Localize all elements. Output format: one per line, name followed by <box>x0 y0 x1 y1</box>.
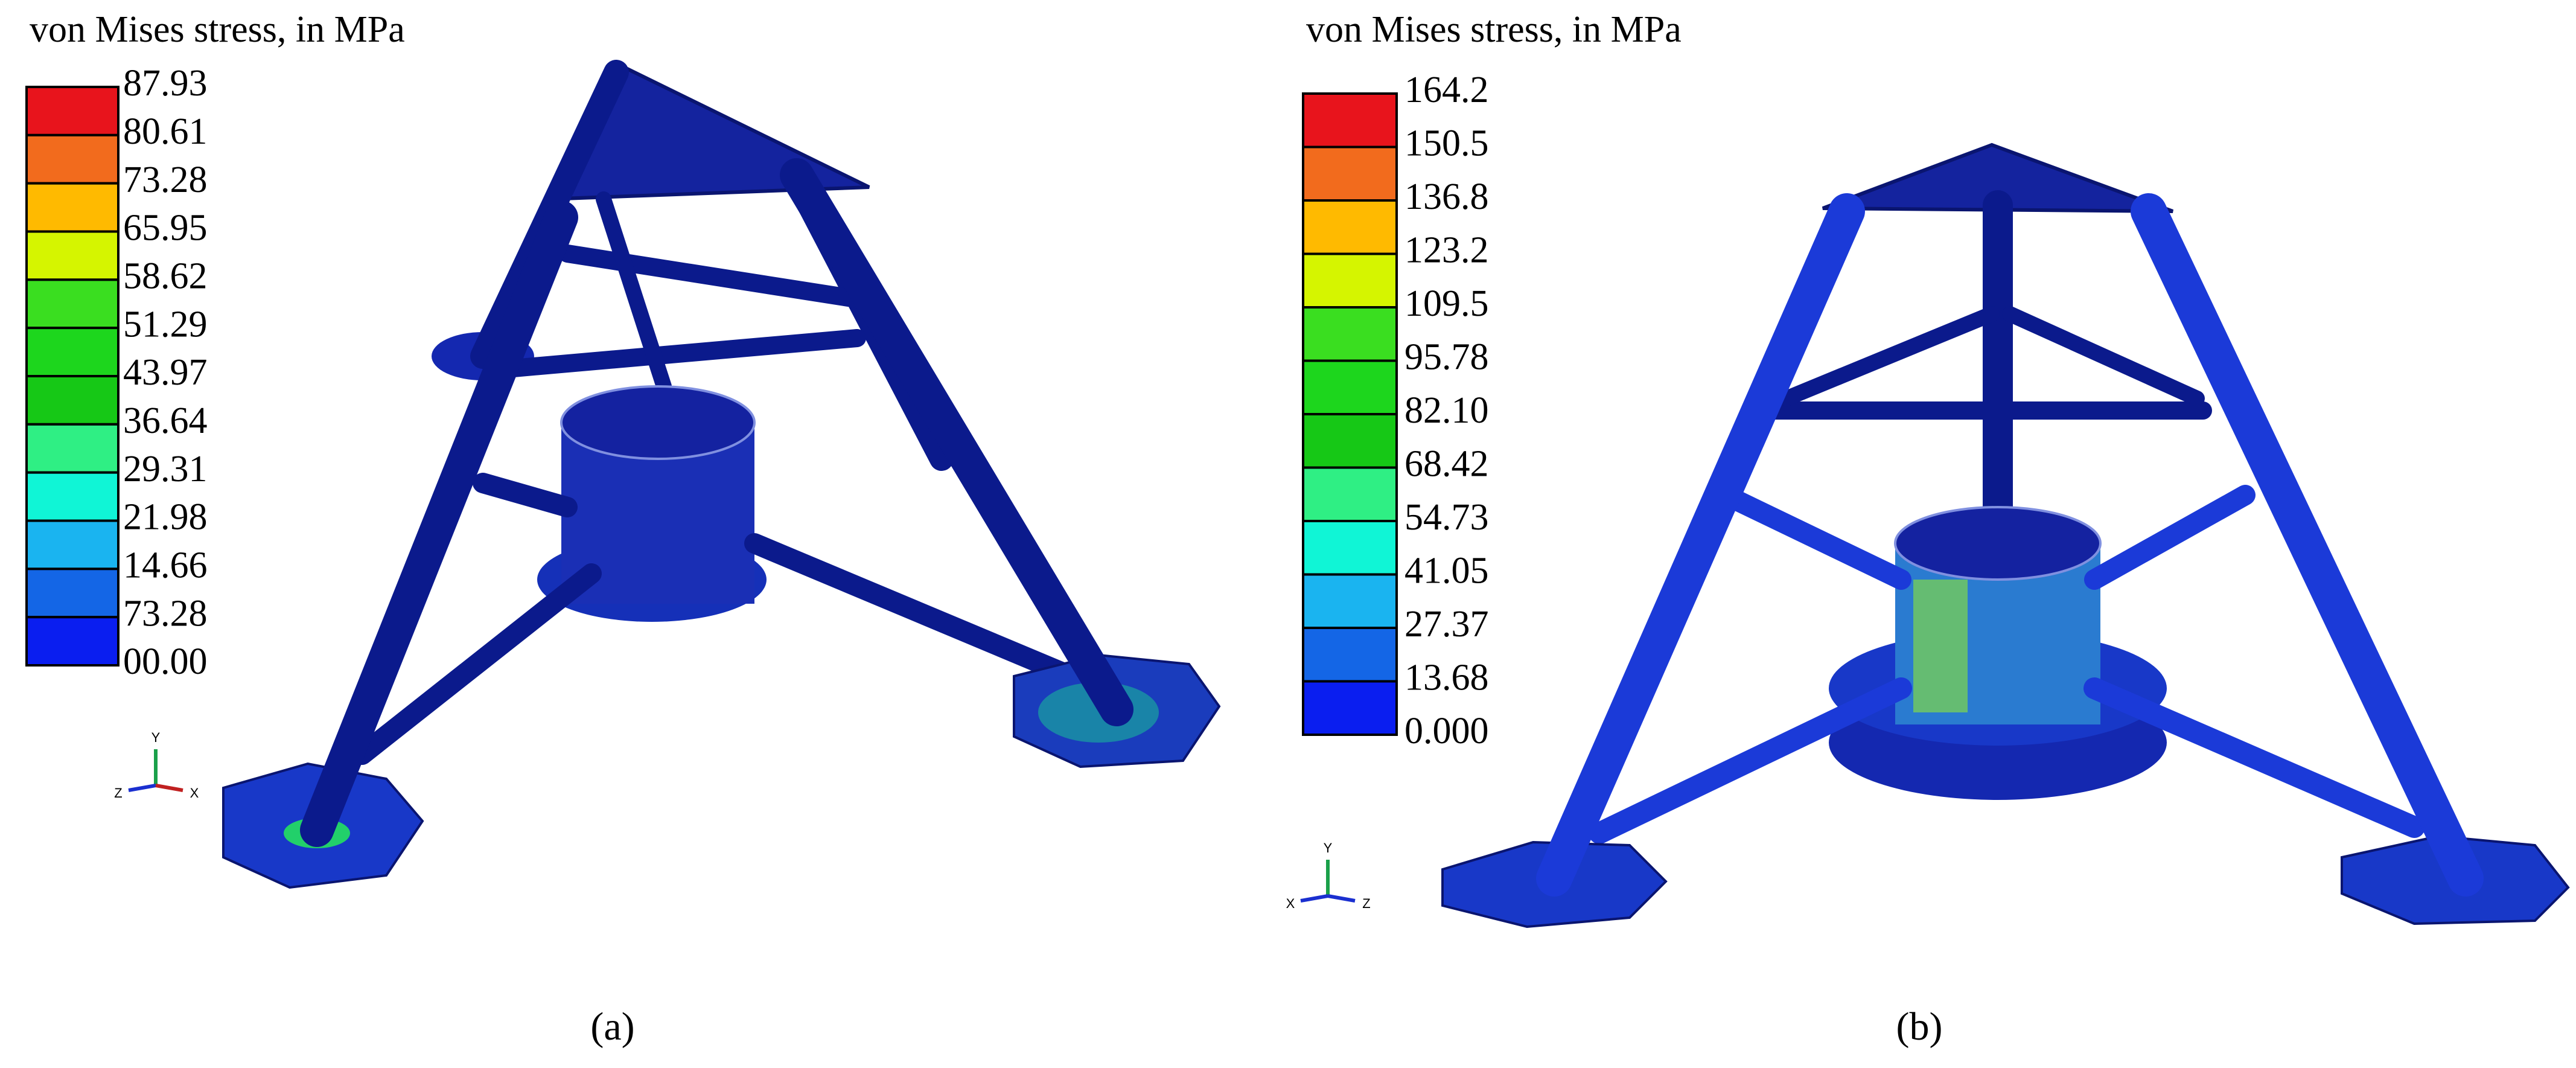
legend-swatch <box>25 278 120 330</box>
legend-label: 68.42 <box>1404 444 1489 485</box>
legend-swatch <box>25 230 120 281</box>
legend-title: von Mises stress, in MPa <box>1306 9 1682 50</box>
legend-label: 95.78 <box>1404 337 1489 378</box>
legend-label: 123.2 <box>1404 230 1489 271</box>
structure-a <box>222 60 1221 889</box>
leg <box>1536 193 1865 897</box>
legend-label: 13.68 <box>1404 657 1489 699</box>
cylinder-top <box>560 385 756 460</box>
triad-axis <box>1300 894 1328 903</box>
legend-label: 51.29 <box>123 304 208 345</box>
triad-label: Z <box>1362 896 1370 911</box>
legend-swatch <box>25 327 120 378</box>
cylinder-top <box>1894 506 2102 581</box>
legend-swatch <box>25 86 120 136</box>
legend-swatch <box>1302 466 1398 522</box>
caption: (b) <box>1896 1005 1943 1049</box>
legend-title: von Mises stress, in MPa <box>30 9 405 50</box>
leg <box>2131 193 2484 897</box>
legend-label: 41.05 <box>1404 551 1489 592</box>
legend-swatch <box>25 375 120 426</box>
brace <box>504 329 866 377</box>
legend-label: 65.95 <box>123 208 208 249</box>
legend-label: 36.64 <box>123 400 208 441</box>
legend-swatch <box>25 423 120 474</box>
legend-label: 43.97 <box>123 352 208 393</box>
legend-swatch <box>1302 627 1398 683</box>
legend-label: 109.5 <box>1404 283 1489 324</box>
legend-swatch <box>1302 199 1398 255</box>
legend-swatch <box>1302 252 1398 309</box>
brace <box>2002 306 2205 406</box>
legend-swatch <box>1302 306 1398 362</box>
legend-swatch <box>1302 92 1398 149</box>
legend-label: 80.61 <box>123 111 208 152</box>
triad-label: Y <box>1324 840 1333 855</box>
legend-swatch <box>25 133 120 185</box>
legend-swatch <box>1302 573 1398 629</box>
leg <box>780 158 1133 726</box>
leg <box>300 200 578 847</box>
triad-label: X <box>1286 896 1295 911</box>
brace <box>1589 677 1912 844</box>
legend-label: 0.000 <box>1404 711 1489 752</box>
legend-swatch <box>25 182 120 233</box>
legend-label: 136.8 <box>1404 176 1489 217</box>
structure-b <box>1441 142 2570 929</box>
brace <box>1728 491 1911 590</box>
legend-swatch <box>1302 145 1398 202</box>
legend-label: 27.37 <box>1404 604 1489 645</box>
brace <box>2084 485 2256 590</box>
triad-label: X <box>190 785 199 801</box>
legend-swatch <box>1302 413 1398 469</box>
legend-label: 29.31 <box>123 449 208 490</box>
legend-label: 150.5 <box>1404 123 1489 164</box>
legend-swatch <box>25 616 120 667</box>
triad-label: Z <box>114 785 122 801</box>
triad-axis <box>155 784 183 792</box>
legend-label: 164.2 <box>1404 69 1489 110</box>
brace <box>2083 677 2425 838</box>
legend-label: 73.28 <box>123 593 208 634</box>
stress-zone <box>1913 580 1968 712</box>
legend-label: 58.62 <box>123 256 208 297</box>
legend-swatch <box>25 519 120 571</box>
legend-swatch <box>1302 680 1398 736</box>
legend-swatch <box>25 471 120 522</box>
legend-label: 21.98 <box>123 497 208 538</box>
triad-label: Y <box>151 730 161 745</box>
annotations: von Mises stress, in MPa 87.93 80.61 73.28 6… <box>25 9 1943 1049</box>
legend-label: 00.00 <box>123 641 208 682</box>
brace <box>1779 306 2000 406</box>
brace <box>596 191 672 394</box>
legend-label: 73.28 <box>123 159 208 200</box>
legend-swatch <box>1302 359 1398 415</box>
legend-label: 82.10 <box>1404 390 1489 431</box>
legend-swatch <box>25 568 120 619</box>
legend-label: 14.66 <box>123 545 208 586</box>
brace <box>352 563 602 765</box>
caption: (a) <box>590 1005 634 1049</box>
legend-label: 54.73 <box>1404 497 1489 538</box>
legend-label: 87.93 <box>123 63 208 104</box>
triad-axis <box>1327 894 1356 903</box>
legend-swatch <box>1302 520 1398 576</box>
brace <box>473 473 578 517</box>
triad-axis <box>128 784 156 792</box>
